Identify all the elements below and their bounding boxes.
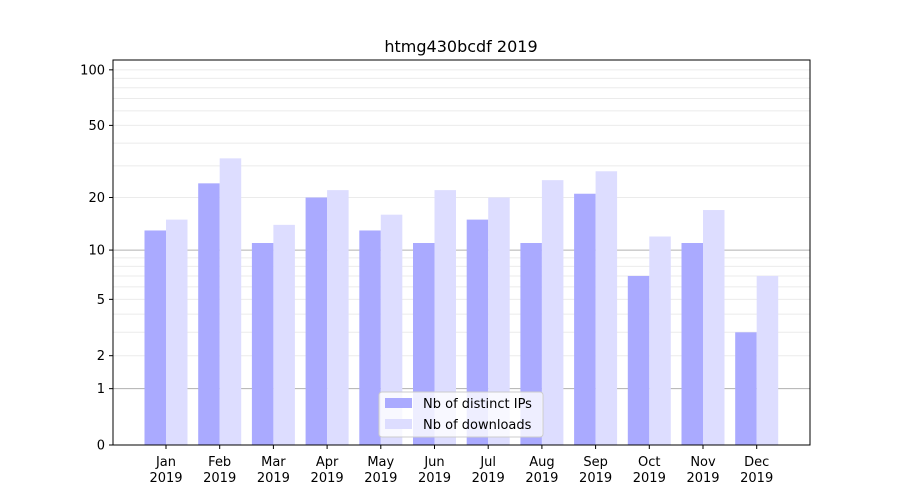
bar-ips xyxy=(198,183,220,445)
y-tick-label: 2 xyxy=(97,349,105,364)
y-tick-label: 0 xyxy=(97,439,105,454)
y-tick-label: 10 xyxy=(88,244,105,259)
bar-downloads xyxy=(327,190,349,445)
x-tick-label: Jul 2019 xyxy=(472,455,505,486)
bar-downloads xyxy=(595,171,618,445)
legend-label-ips: Nb of distinct IPs xyxy=(423,397,532,412)
x-tick-label: Sep 2019 xyxy=(579,455,612,486)
legend-swatch-downloads xyxy=(385,419,412,429)
x-tick-label: Aug 2019 xyxy=(525,455,558,486)
x-tick-label: Mar 2019 xyxy=(257,455,290,486)
chart-title: htmg430bcdf 2019 xyxy=(384,37,537,56)
bar-ips xyxy=(735,332,757,445)
bar-downloads xyxy=(756,275,779,445)
bar-downloads xyxy=(166,219,188,445)
bar-ips xyxy=(466,219,489,445)
bar-downloads xyxy=(219,158,242,445)
bar-ips xyxy=(627,275,650,445)
x-tick-label: Dec 2019 xyxy=(740,455,773,486)
plot-frame xyxy=(112,59,811,446)
bar-downloads xyxy=(541,180,564,445)
x-tick-label: May 2019 xyxy=(364,455,397,486)
bar-downloads xyxy=(434,190,456,445)
bar-downloads xyxy=(649,236,671,445)
legend-label-downloads: Nb of downloads xyxy=(423,418,532,433)
bar-downloads xyxy=(380,214,403,445)
y-tick-label: 20 xyxy=(88,191,105,206)
x-tick-label: Jun 2019 xyxy=(418,455,451,486)
y-tick-label: 5 xyxy=(97,293,105,308)
x-tick-label: Feb 2019 xyxy=(203,455,236,486)
bar-ips xyxy=(681,243,703,445)
x-tick-label: Apr 2019 xyxy=(311,455,344,486)
bar-ips xyxy=(305,197,328,445)
y-tick-label: 1 xyxy=(97,382,105,397)
bar-ips xyxy=(251,243,274,445)
bar-downloads xyxy=(703,210,725,445)
bar-downloads xyxy=(273,224,295,445)
bar-ips xyxy=(359,230,381,445)
x-tick-label: Jan 2019 xyxy=(149,455,182,486)
bar-ips xyxy=(144,230,166,445)
x-tick-label: Oct 2019 xyxy=(633,455,666,486)
legend: Nb of distinct IPs Nb of downloads xyxy=(378,391,544,438)
bar-downloads xyxy=(488,197,510,445)
bar-ips xyxy=(574,193,596,445)
legend-swatch-ips xyxy=(385,398,412,408)
y-tick-label: 50 xyxy=(88,119,105,134)
y-tick-label: 100 xyxy=(80,63,105,78)
x-tick-label: Nov 2019 xyxy=(686,455,719,486)
